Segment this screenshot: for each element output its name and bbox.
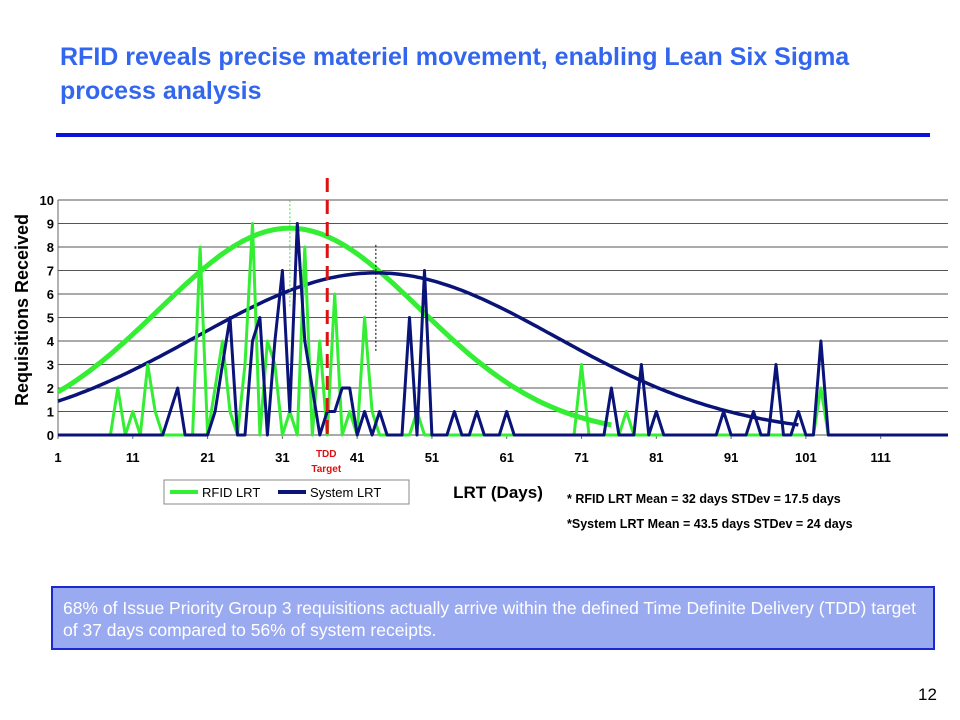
system-fit-curve bbox=[57, 271, 799, 427]
y-axis-label: Requisitions Received bbox=[12, 214, 32, 406]
page-number: 12 bbox=[918, 685, 937, 704]
y-tick-labels: 0 1 2 3 4 5 6 7 8 9 10 bbox=[40, 193, 55, 443]
y-tick-label: 7 bbox=[47, 264, 54, 279]
y-tick-label: 10 bbox=[40, 193, 54, 208]
title-underline bbox=[56, 133, 930, 137]
x-tick-label: 51 bbox=[425, 450, 439, 465]
x-tick-label: 41 bbox=[350, 450, 364, 465]
x-tick-label: 31 bbox=[275, 450, 289, 465]
system-lrt-line bbox=[58, 222, 948, 437]
rfid-stats: * RFID LRT Mean = 32 days STDev = 17.5 d… bbox=[567, 492, 841, 506]
y-tick-label: 2 bbox=[47, 381, 54, 396]
legend-label-rfid: RFID LRT bbox=[202, 485, 260, 500]
legend-label-system: System LRT bbox=[310, 485, 381, 500]
x-tick-labels: 1 11 21 31 41 51 61 71 81 91 101 111 bbox=[54, 450, 890, 465]
y-tick-label: 0 bbox=[47, 428, 54, 443]
y-tick-label: 5 bbox=[47, 311, 54, 326]
system-stats: *System LRT Mean = 43.5 days STDev = 24 … bbox=[567, 517, 853, 531]
y-tick-label: 6 bbox=[47, 287, 54, 302]
tdd-label-line2: Target bbox=[311, 464, 341, 475]
tdd-label-line1: TDD bbox=[316, 449, 337, 460]
legend: RFID LRT System LRT bbox=[163, 479, 410, 505]
x-tick-label: 1 bbox=[54, 450, 61, 465]
chart-grid bbox=[57, 199, 948, 439]
x-axis-label: LRT (Days) bbox=[453, 483, 543, 502]
x-tick-label: 61 bbox=[500, 450, 514, 465]
slide-title: RFID reveals precise materiel movement, … bbox=[60, 43, 850, 105]
y-tick-label: 4 bbox=[47, 334, 55, 349]
x-tick-label: 101 bbox=[795, 450, 817, 465]
x-tick-label: 71 bbox=[574, 450, 588, 465]
x-tick-label: 91 bbox=[724, 450, 738, 465]
callout-box: 68% of Issue Priority Group 3 requisitio… bbox=[51, 586, 935, 650]
annotation-layer bbox=[289, 178, 377, 440]
y-tick-label: 9 bbox=[47, 217, 54, 232]
x-tick-label: 21 bbox=[200, 450, 214, 465]
x-tick-label: 81 bbox=[649, 450, 663, 465]
y-tick-label: 3 bbox=[47, 358, 54, 373]
rfid-fit-curve bbox=[56, 225, 612, 428]
y-tick-label: 1 bbox=[47, 405, 54, 420]
y-tick-label: 8 bbox=[47, 240, 54, 255]
x-tick-label: 11 bbox=[126, 450, 140, 465]
series-layer bbox=[56, 222, 948, 437]
x-tick-label: 111 bbox=[871, 450, 891, 465]
